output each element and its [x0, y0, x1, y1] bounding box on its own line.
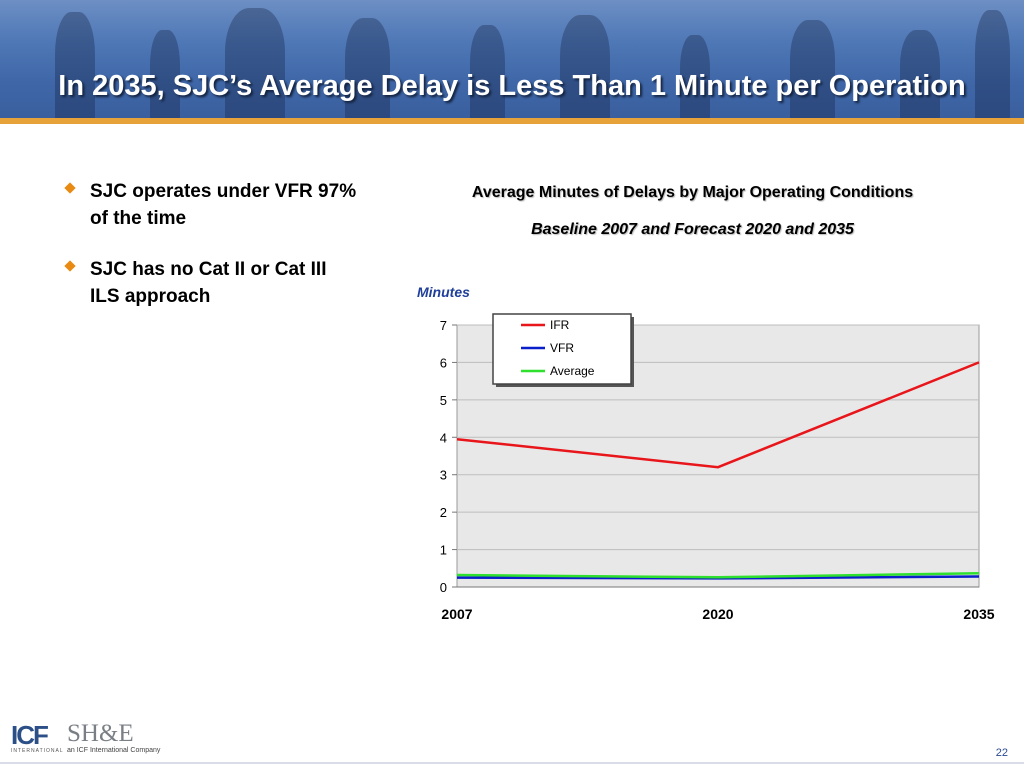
icf-logo-mark: ICF [11, 720, 49, 750]
x-tick-label: 2035 [963, 606, 994, 622]
y-tick-label: 3 [440, 468, 447, 483]
bullet-list: SJC operates under VFR 97% of the time S… [60, 178, 360, 334]
y-tick-label: 2 [440, 505, 447, 520]
bullet-text: SJC has no Cat II or Cat III ILS approac… [90, 259, 327, 307]
icf-logo: ICF INTERNATIONAL [11, 722, 64, 754]
legend-box [492, 313, 632, 385]
y-tick-label: 6 [440, 355, 447, 370]
bullet-item: SJC has no Cat II or Cat III ILS approac… [60, 256, 360, 310]
she-logo: SH&E an ICF International Company [67, 720, 160, 754]
y-tick-label: 7 [440, 318, 447, 333]
chart-title: Average Minutes of Delays by Major Opera… [471, 184, 914, 201]
y-tick-label: 4 [440, 430, 447, 445]
legend-label: Average [550, 364, 595, 378]
bullet-text: SJC operates under VFR 97% of the time [90, 181, 357, 229]
header-banner [0, 0, 1024, 118]
she-logo-mark: SH&E [67, 720, 134, 747]
page-number: 22 [995, 747, 1008, 759]
y-tick-label: 1 [440, 543, 447, 558]
chart-subtitle: Baseline 2007 and Forecast 2020 and 2035 [531, 221, 854, 238]
footer-divider [0, 762, 1024, 764]
legend-label: VFR [550, 341, 574, 355]
x-tick-label: 2007 [441, 606, 472, 622]
she-logo-sub: an ICF International Company [67, 747, 161, 754]
legend-label: IFR [550, 318, 570, 332]
y-tick-label: 5 [440, 393, 447, 408]
series-line-ifr [456, 361, 980, 469]
y-tick-label: 0 [440, 580, 447, 595]
x-tick-label: 2020 [702, 606, 733, 622]
bullet-item: SJC operates under VFR 97% of the time [60, 178, 360, 232]
series-line-average [456, 571, 980, 579]
slide-title: In 2035, SJC’s Average Delay is Less Tha… [58, 70, 966, 102]
header-accent-stripe [0, 118, 1024, 124]
icf-logo-sub: INTERNATIONAL [11, 748, 64, 754]
y-axis-label: Minutes [417, 284, 470, 300]
